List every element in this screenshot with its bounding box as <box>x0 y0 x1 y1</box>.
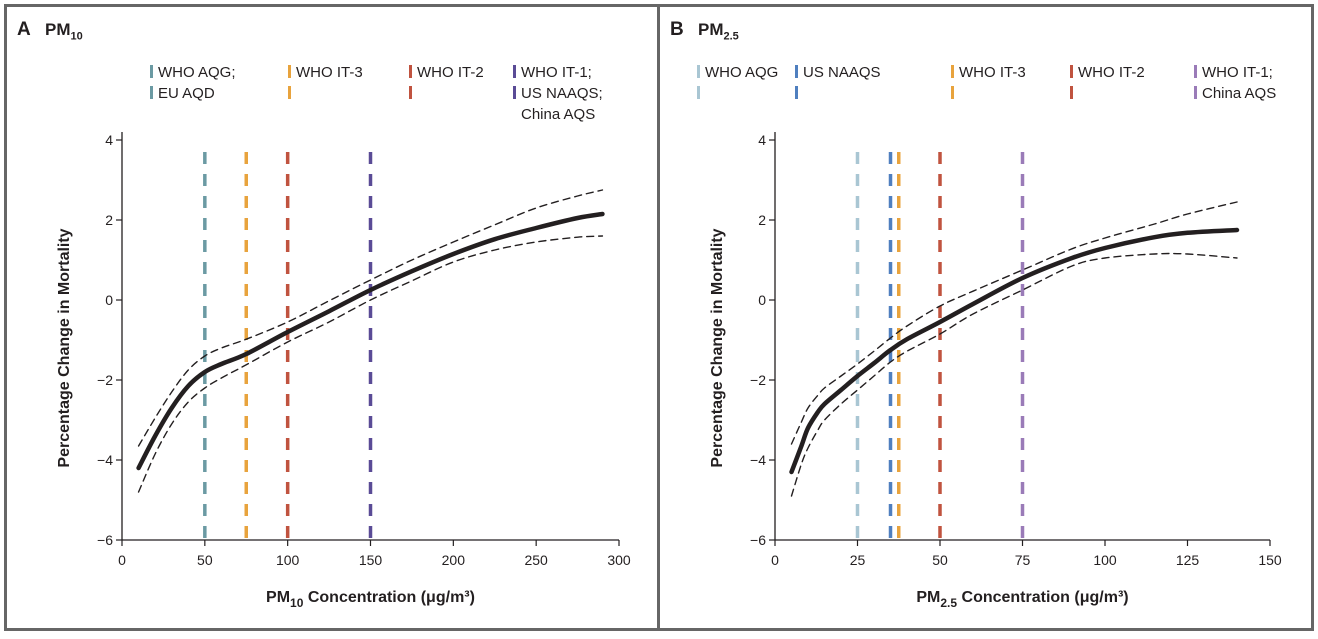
legend-swatch <box>150 65 153 78</box>
x-tick-label: 150 <box>1258 552 1282 568</box>
panel-title: PM10 <box>45 20 83 42</box>
legend-swatch <box>795 65 798 78</box>
legend-swatch <box>288 86 291 99</box>
legend-item: WHO AQG; EU AQD <box>150 64 236 102</box>
y-tick-label: 2 <box>758 212 766 228</box>
legend-swatch <box>513 86 516 99</box>
title-sub: 10 <box>70 30 83 43</box>
x-tick-label: 300 <box>607 552 631 568</box>
y-tick-label: −2 <box>97 372 113 388</box>
legend-label: China AQS <box>1202 85 1276 102</box>
legend-item: WHO IT-1; US NAAQS; China AQS <box>513 64 603 123</box>
x-axis-label: PM10 Concentration (μg/m³) <box>266 589 475 610</box>
panel-letter: B <box>670 19 684 40</box>
x-label-post: Concentration (μg/m³) <box>303 589 475 606</box>
upper-ci-curve <box>137 189 604 447</box>
estimate-curve <box>789 227 1240 475</box>
y-tick-label: −4 <box>97 452 113 468</box>
y-axis-label: Percentage Change in Mortality <box>709 228 726 467</box>
legend-item: WHO IT-3 <box>951 64 1026 99</box>
lower-ci-curve <box>137 235 604 493</box>
y-tick-label: 4 <box>105 132 113 148</box>
pm25-chart: WHO AQG US NAAQS WHO IT-3 WHO IT-2 WHO IT-1;… <box>697 64 1282 610</box>
legend-label: WHO AQG <box>705 64 778 81</box>
y-tick-label: −4 <box>750 452 766 468</box>
x-tick-label: 0 <box>118 552 126 568</box>
legend-label: EU AQD <box>158 85 215 102</box>
y-tick-label: −2 <box>750 372 766 388</box>
legend-label: US NAAQS <box>803 64 881 81</box>
legend-swatch <box>288 65 291 78</box>
lower-ci-curve <box>790 252 1238 497</box>
legend-swatch <box>697 86 700 99</box>
legend-item: WHO IT-3 <box>288 64 363 99</box>
legend-item: US NAAQS <box>795 64 881 99</box>
y-axis-label: Percentage Change in Mortality <box>56 228 73 467</box>
legend-swatch <box>150 86 153 99</box>
x-label-post: Concentration (μg/m³) <box>957 589 1129 606</box>
legend: WHO AQG US NAAQS WHO IT-3 WHO IT-2 WHO IT-1;… <box>697 64 1276 102</box>
x-label-sub: 2.5 <box>940 596 957 610</box>
legend-swatch <box>1070 86 1073 99</box>
panel-letter: A <box>17 19 31 40</box>
legend-item: WHO IT-1; China AQS <box>1194 64 1276 102</box>
panel-pm25: B PM2.5 WHO AQG US NAAQS WHO IT-3 WHO IT-2 W… <box>657 4 1314 631</box>
legend-swatch <box>1070 65 1073 78</box>
legend-label: WHO IT-2 <box>1078 64 1145 81</box>
x-tick-label: 25 <box>850 552 866 568</box>
x-label-sub: 10 <box>290 596 304 610</box>
x-tick-label: 50 <box>932 552 948 568</box>
y-tick-label: 0 <box>758 292 766 308</box>
panel-pm10: A PM10 WHO AQG; EU AQD WHO IT-3 WHO IT-2 WHO… <box>4 4 660 631</box>
upper-ci-curve <box>790 201 1238 445</box>
panel-title: PM2.5 <box>698 20 739 42</box>
y-tick-label: 0 <box>105 292 113 308</box>
y-tick-label: −6 <box>750 532 766 548</box>
y-tick-label: −6 <box>97 532 113 548</box>
legend-swatch <box>1194 86 1197 99</box>
legend-item: WHO IT-2 <box>409 64 484 99</box>
legend-swatch <box>513 65 516 78</box>
legend-label: WHO IT-2 <box>417 64 484 81</box>
legend-label: WHO IT-1; <box>521 64 592 81</box>
x-tick-label: 100 <box>1093 552 1117 568</box>
legend-swatch <box>409 65 412 78</box>
x-label-pre: PM <box>916 589 940 606</box>
x-tick-label: 200 <box>442 552 466 568</box>
legend-label: China AQS <box>521 106 595 123</box>
x-tick-label: 150 <box>359 552 383 568</box>
x-tick-label: 100 <box>276 552 300 568</box>
legend-label: WHO IT-3 <box>959 64 1026 81</box>
title-main: PM <box>698 20 724 39</box>
x-label-pre: PM <box>266 589 290 606</box>
title-main: PM <box>45 20 71 39</box>
legend-item: WHO IT-2 <box>1070 64 1145 99</box>
legend-item: WHO AQG <box>697 64 778 99</box>
y-tick-label: 2 <box>105 212 113 228</box>
legend-swatch <box>697 65 700 78</box>
legend-label: US NAAQS; <box>521 85 603 102</box>
title-sub: 2.5 <box>723 30 739 43</box>
legend-label: WHO IT-1; <box>1202 64 1273 81</box>
legend: WHO AQG; EU AQD WHO IT-3 WHO IT-2 WHO IT-1; U… <box>150 64 603 123</box>
y-tick-label: 4 <box>758 132 766 148</box>
legend-swatch <box>795 86 798 99</box>
x-axis-label: PM2.5 Concentration (μg/m³) <box>916 589 1128 610</box>
legend-swatch <box>951 86 954 99</box>
x-tick-label: 50 <box>197 552 213 568</box>
x-tick-label: 125 <box>1176 552 1200 568</box>
legend-swatch <box>951 65 954 78</box>
estimate-curve <box>136 211 605 471</box>
pm10-chart: WHO AQG; EU AQD WHO IT-3 WHO IT-2 WHO IT-1; U… <box>56 64 631 610</box>
legend-label: WHO AQG; <box>158 64 236 81</box>
legend-swatch <box>1194 65 1197 78</box>
legend-label: WHO IT-3 <box>296 64 363 81</box>
legend-swatch <box>409 86 412 99</box>
x-tick-label: 75 <box>1015 552 1031 568</box>
x-tick-label: 250 <box>524 552 548 568</box>
x-tick-label: 0 <box>771 552 779 568</box>
